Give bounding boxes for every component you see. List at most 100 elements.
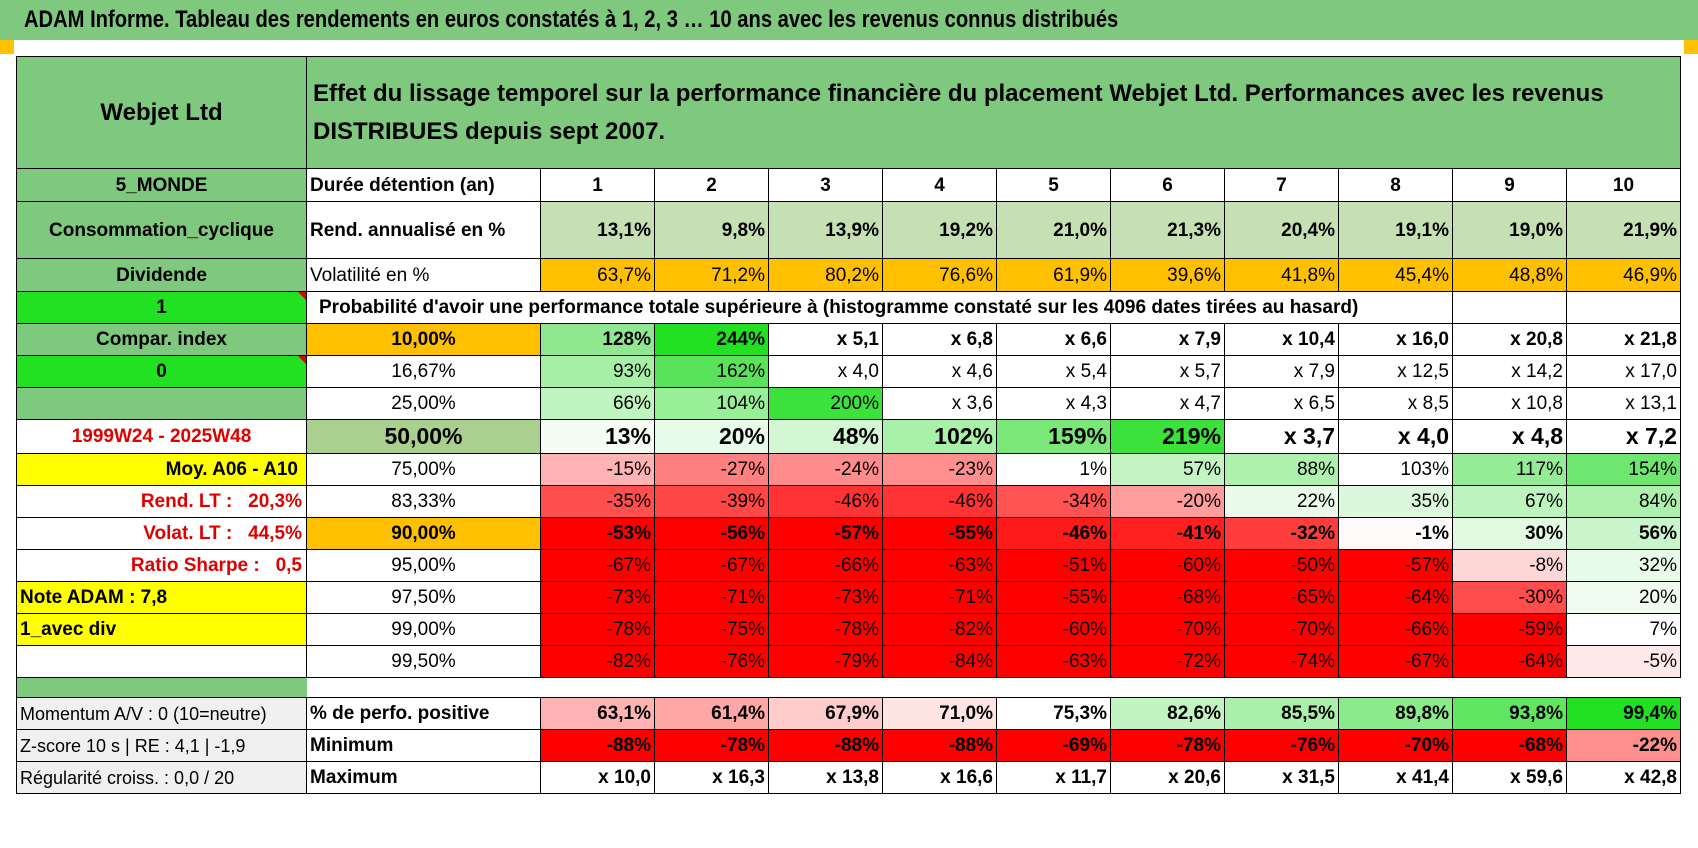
minimum-cell: -88% bbox=[882, 729, 997, 762]
positive-label: % de perfo. positive bbox=[306, 697, 541, 730]
prob-cell: x 6,6 bbox=[996, 323, 1111, 356]
rend-cell: 21,3% bbox=[1110, 201, 1225, 259]
fund-name: Webjet Ltd bbox=[16, 56, 307, 169]
prob-cell: x 20,8 bbox=[1452, 323, 1567, 356]
prob-pct: 95,00% bbox=[306, 549, 541, 582]
year-cell: 9 bbox=[1452, 168, 1567, 202]
prob-cell: -73% bbox=[768, 581, 883, 614]
prob-cell: 32% bbox=[1566, 549, 1681, 582]
maximum-cell: x 31,5 bbox=[1224, 761, 1339, 794]
corner-marker-right bbox=[1684, 40, 1698, 54]
prob-cell: -56% bbox=[654, 517, 769, 550]
zone-label: 5_MONDE bbox=[16, 168, 307, 202]
regularite-label: Régularité croiss. : 0,0 / 20 bbox=[16, 761, 307, 794]
prob-cell: -67% bbox=[540, 549, 655, 582]
prob-cell: x 12,5 bbox=[1338, 355, 1453, 388]
prob-cell: -60% bbox=[996, 613, 1111, 646]
prob-cell: -60% bbox=[1110, 549, 1225, 582]
prob-cell: x 10,4 bbox=[1224, 323, 1339, 356]
volat-cell: 41,8% bbox=[1224, 258, 1339, 292]
maximum-row: Régularité croiss. : 0,0 / 20 Maximum x … bbox=[16, 761, 1681, 794]
rend-cell: 20,4% bbox=[1224, 201, 1339, 259]
volat-cell: 39,6% bbox=[1110, 258, 1225, 292]
zscore-label: Z-score 10 s | RE : 4,1 | -1,9 bbox=[16, 729, 307, 762]
prob-cell: -46% bbox=[768, 485, 883, 518]
rend-row: Consommation_cyclique Rend. annualisé en… bbox=[16, 201, 1681, 259]
prob-row-6: Volat. LT : 44,5% 90,00% -53% -56% -57% … bbox=[16, 517, 1681, 550]
positive-cell: 85,5% bbox=[1224, 697, 1339, 730]
prob-cell: -34% bbox=[996, 485, 1111, 518]
momentum-label: Momentum A/V : 0 (10=neutre) bbox=[16, 697, 307, 730]
prob-cell: -65% bbox=[1224, 581, 1339, 614]
maximum-cell: x 42,8 bbox=[1566, 761, 1681, 794]
prob-pct: 50,00% bbox=[306, 419, 541, 454]
banner: ADAM Informe. Tableau des rendements en … bbox=[0, 0, 1698, 40]
prob-cell: -66% bbox=[1338, 613, 1453, 646]
minimum-cell: -88% bbox=[540, 729, 655, 762]
durations-label: Durée détention (an) bbox=[306, 168, 541, 202]
prob-cell: -46% bbox=[996, 517, 1111, 550]
prob-cell: -30% bbox=[1452, 581, 1567, 614]
positive-cell: 99,4% bbox=[1566, 697, 1681, 730]
volat-row: Dividende Volatilité en % 63,7% 71,2% 80… bbox=[16, 258, 1681, 292]
prob-cell: -78% bbox=[540, 613, 655, 646]
prob-cell: x 4,7 bbox=[1110, 387, 1225, 420]
prob-row-8: Note ADAM : 7,8 97,50% -73% -71% -73% -7… bbox=[16, 581, 1681, 614]
positive-cell: 82,6% bbox=[1110, 697, 1225, 730]
positive-cell: 71,0% bbox=[882, 697, 997, 730]
prob-cell: x 4,6 bbox=[882, 355, 997, 388]
period-label: 1999W24 - 2025W48 bbox=[16, 419, 307, 454]
year-cell: 2 bbox=[654, 168, 769, 202]
prob-cell: -68% bbox=[1110, 581, 1225, 614]
prob-cell: -74% bbox=[1224, 645, 1339, 678]
minimum-cell: -78% bbox=[1110, 729, 1225, 762]
year-cell: 3 bbox=[768, 168, 883, 202]
prob-cell: -57% bbox=[1338, 549, 1453, 582]
prob-cell: -59% bbox=[1452, 613, 1567, 646]
minimum-label: Minimum bbox=[306, 729, 541, 762]
prob-cell: x 6,8 bbox=[882, 323, 997, 356]
rend-cell: 21,9% bbox=[1566, 201, 1681, 259]
maximum-cell: x 41,4 bbox=[1338, 761, 1453, 794]
maximum-cell: x 16,3 bbox=[654, 761, 769, 794]
prob-cell: 93% bbox=[540, 355, 655, 388]
prob-pct: 75,00% bbox=[306, 453, 541, 486]
prob-cell: -82% bbox=[882, 613, 997, 646]
minimum-cell: -70% bbox=[1338, 729, 1453, 762]
maximum-cell: x 20,6 bbox=[1110, 761, 1225, 794]
rend-cell: 21,0% bbox=[996, 201, 1111, 259]
prob-cell: -53% bbox=[540, 517, 655, 550]
prob-cell: -51% bbox=[996, 549, 1111, 582]
rend-cell: 13,1% bbox=[540, 201, 655, 259]
volat-cell: 46,9% bbox=[1566, 258, 1681, 292]
prob-cell: -39% bbox=[654, 485, 769, 518]
prob-cell: -67% bbox=[654, 549, 769, 582]
prob-cell: -67% bbox=[1338, 645, 1453, 678]
prob-row-1: 0 16,67% 93% 162% x 4,0 x 4,6 x 5,4 x 5,… bbox=[16, 355, 1681, 388]
prob-cell: x 5,7 bbox=[1110, 355, 1225, 388]
prob-pct: 99,00% bbox=[306, 613, 541, 646]
prob-cell: 103% bbox=[1338, 453, 1453, 486]
prob-cell: x 3,7 bbox=[1224, 419, 1339, 454]
prob-cell: -24% bbox=[768, 453, 883, 486]
prob-cell: x 10,8 bbox=[1452, 387, 1567, 420]
prob-cell: 20% bbox=[1566, 581, 1681, 614]
prob-cell: 200% bbox=[768, 387, 883, 420]
prob-pct: 90,00% bbox=[306, 517, 541, 550]
rend-cell: 13,9% bbox=[768, 201, 883, 259]
prob-pct: 83,33% bbox=[306, 485, 541, 518]
year-cell: 10 bbox=[1566, 168, 1681, 202]
positive-cell: 67,9% bbox=[768, 697, 883, 730]
prob-cell: -84% bbox=[882, 645, 997, 678]
prob-pct: 10,00% bbox=[306, 323, 541, 356]
prob-cell: -82% bbox=[540, 645, 655, 678]
rend-label: Rend. annualisé en % bbox=[306, 201, 541, 259]
prob-row-5: Rend. LT : 20,3% 83,33% -35% -39% -46% -… bbox=[16, 485, 1681, 518]
prob-cell: 7% bbox=[1566, 613, 1681, 646]
prob-cell: -15% bbox=[540, 453, 655, 486]
prob-cell: x 21,8 bbox=[1566, 323, 1681, 356]
prob-cell: -78% bbox=[768, 613, 883, 646]
prob-cell: 219% bbox=[1110, 419, 1225, 454]
positive-cell: 63,1% bbox=[540, 697, 655, 730]
prob-cell: -70% bbox=[1110, 613, 1225, 646]
